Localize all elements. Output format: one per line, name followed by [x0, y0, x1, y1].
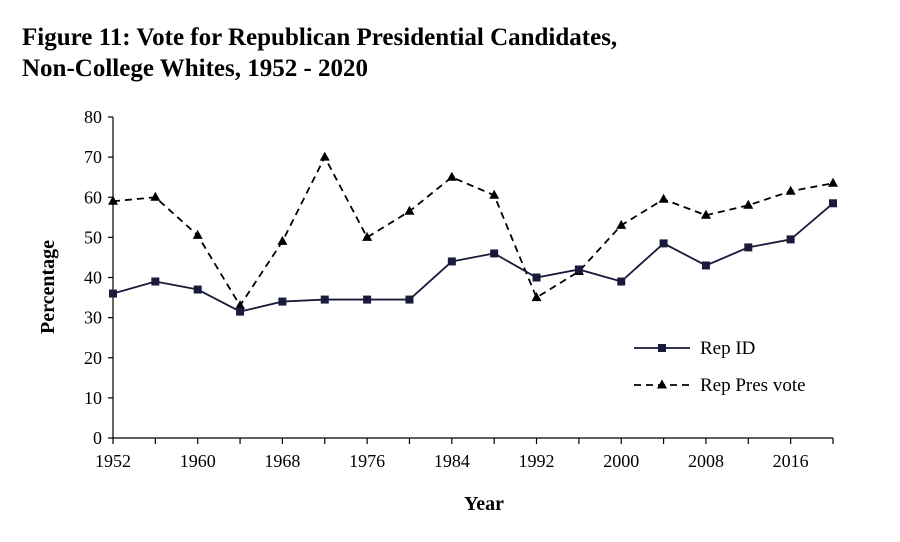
data-point	[150, 191, 161, 201]
axes: 0 10 20 30 40 50 60 70 80 1952 1960 1968 1976 1984 199…	[84, 107, 834, 471]
chart-title-line-2: Non-College Whites, 1952 - 2020	[22, 55, 369, 82]
legend-item-rep-id: Rep ID	[634, 338, 755, 359]
legend-label: Rep Pres vote	[700, 375, 806, 396]
data-point	[786, 235, 795, 244]
data-point	[363, 295, 372, 304]
x-tick-label: 1984	[434, 451, 470, 471]
data-point	[700, 209, 711, 219]
y-tick-label: 0	[93, 428, 102, 448]
data-point	[531, 292, 542, 302]
data-point	[617, 277, 626, 286]
series-line	[112, 202, 834, 313]
data-point	[658, 193, 669, 203]
legend-item-rep-pres-vote: Rep Pres vote	[634, 375, 806, 396]
series-layer	[108, 151, 838, 316]
series-rep-id	[109, 199, 837, 316]
data-point	[447, 257, 456, 266]
series-line	[112, 155, 834, 308]
data-point	[405, 295, 414, 304]
y-tick-label: 50	[84, 227, 102, 247]
y-tick-label: 20	[84, 348, 102, 368]
y-tick-label: 40	[84, 268, 102, 288]
x-tick-label: 1976	[349, 451, 385, 471]
data-point	[489, 189, 500, 199]
data-point	[193, 285, 202, 294]
data-point	[828, 177, 838, 187]
data-point	[743, 199, 754, 209]
data-point	[574, 265, 583, 274]
y-axis-title: Percentage	[37, 240, 59, 334]
data-point	[446, 171, 457, 181]
data-point	[320, 295, 329, 304]
data-point	[829, 199, 837, 208]
data-point	[277, 235, 288, 245]
x-tick-label: 2008	[688, 451, 724, 471]
x-tick-label: 2000	[603, 451, 639, 471]
x-tick-label: 1992	[519, 451, 555, 471]
y-tick-label: 70	[84, 147, 102, 167]
chart-title: Figure 11: Vote for Republican President…	[22, 22, 617, 84]
chart-title-line-1: Figure 11: Vote for Republican President…	[22, 24, 618, 51]
series-rep-pres-vote	[108, 151, 838, 310]
data-point	[192, 229, 203, 239]
data-point	[109, 289, 117, 298]
data-point	[236, 307, 245, 316]
y-tick-label: 10	[84, 388, 102, 408]
data-point	[616, 219, 627, 229]
x-tick-label: 1960	[180, 451, 216, 471]
legend-label: Rep ID	[700, 338, 755, 359]
x-tick-label: 1968	[264, 451, 300, 471]
legend-marker	[658, 344, 666, 352]
y-tick-label: 80	[84, 107, 102, 127]
data-point	[319, 151, 330, 161]
data-point	[235, 300, 246, 310]
data-point	[785, 185, 796, 195]
data-point	[404, 205, 415, 215]
data-point	[659, 239, 668, 248]
y-tick-label: 30	[84, 308, 102, 328]
data-point	[151, 277, 160, 286]
data-point	[532, 273, 541, 282]
y-tick-label: 60	[84, 187, 102, 207]
data-point	[108, 195, 118, 205]
legend-marker	[657, 379, 667, 389]
data-point	[362, 231, 373, 241]
data-point	[701, 261, 710, 270]
x-axis-title: Year	[464, 493, 504, 515]
data-point	[490, 249, 499, 258]
data-point	[744, 243, 753, 252]
legend: Rep ID Rep Pres vote	[634, 338, 806, 396]
x-tick-label: 1952	[95, 451, 131, 471]
data-point	[278, 297, 287, 306]
x-tick-label: 2016	[773, 451, 809, 471]
